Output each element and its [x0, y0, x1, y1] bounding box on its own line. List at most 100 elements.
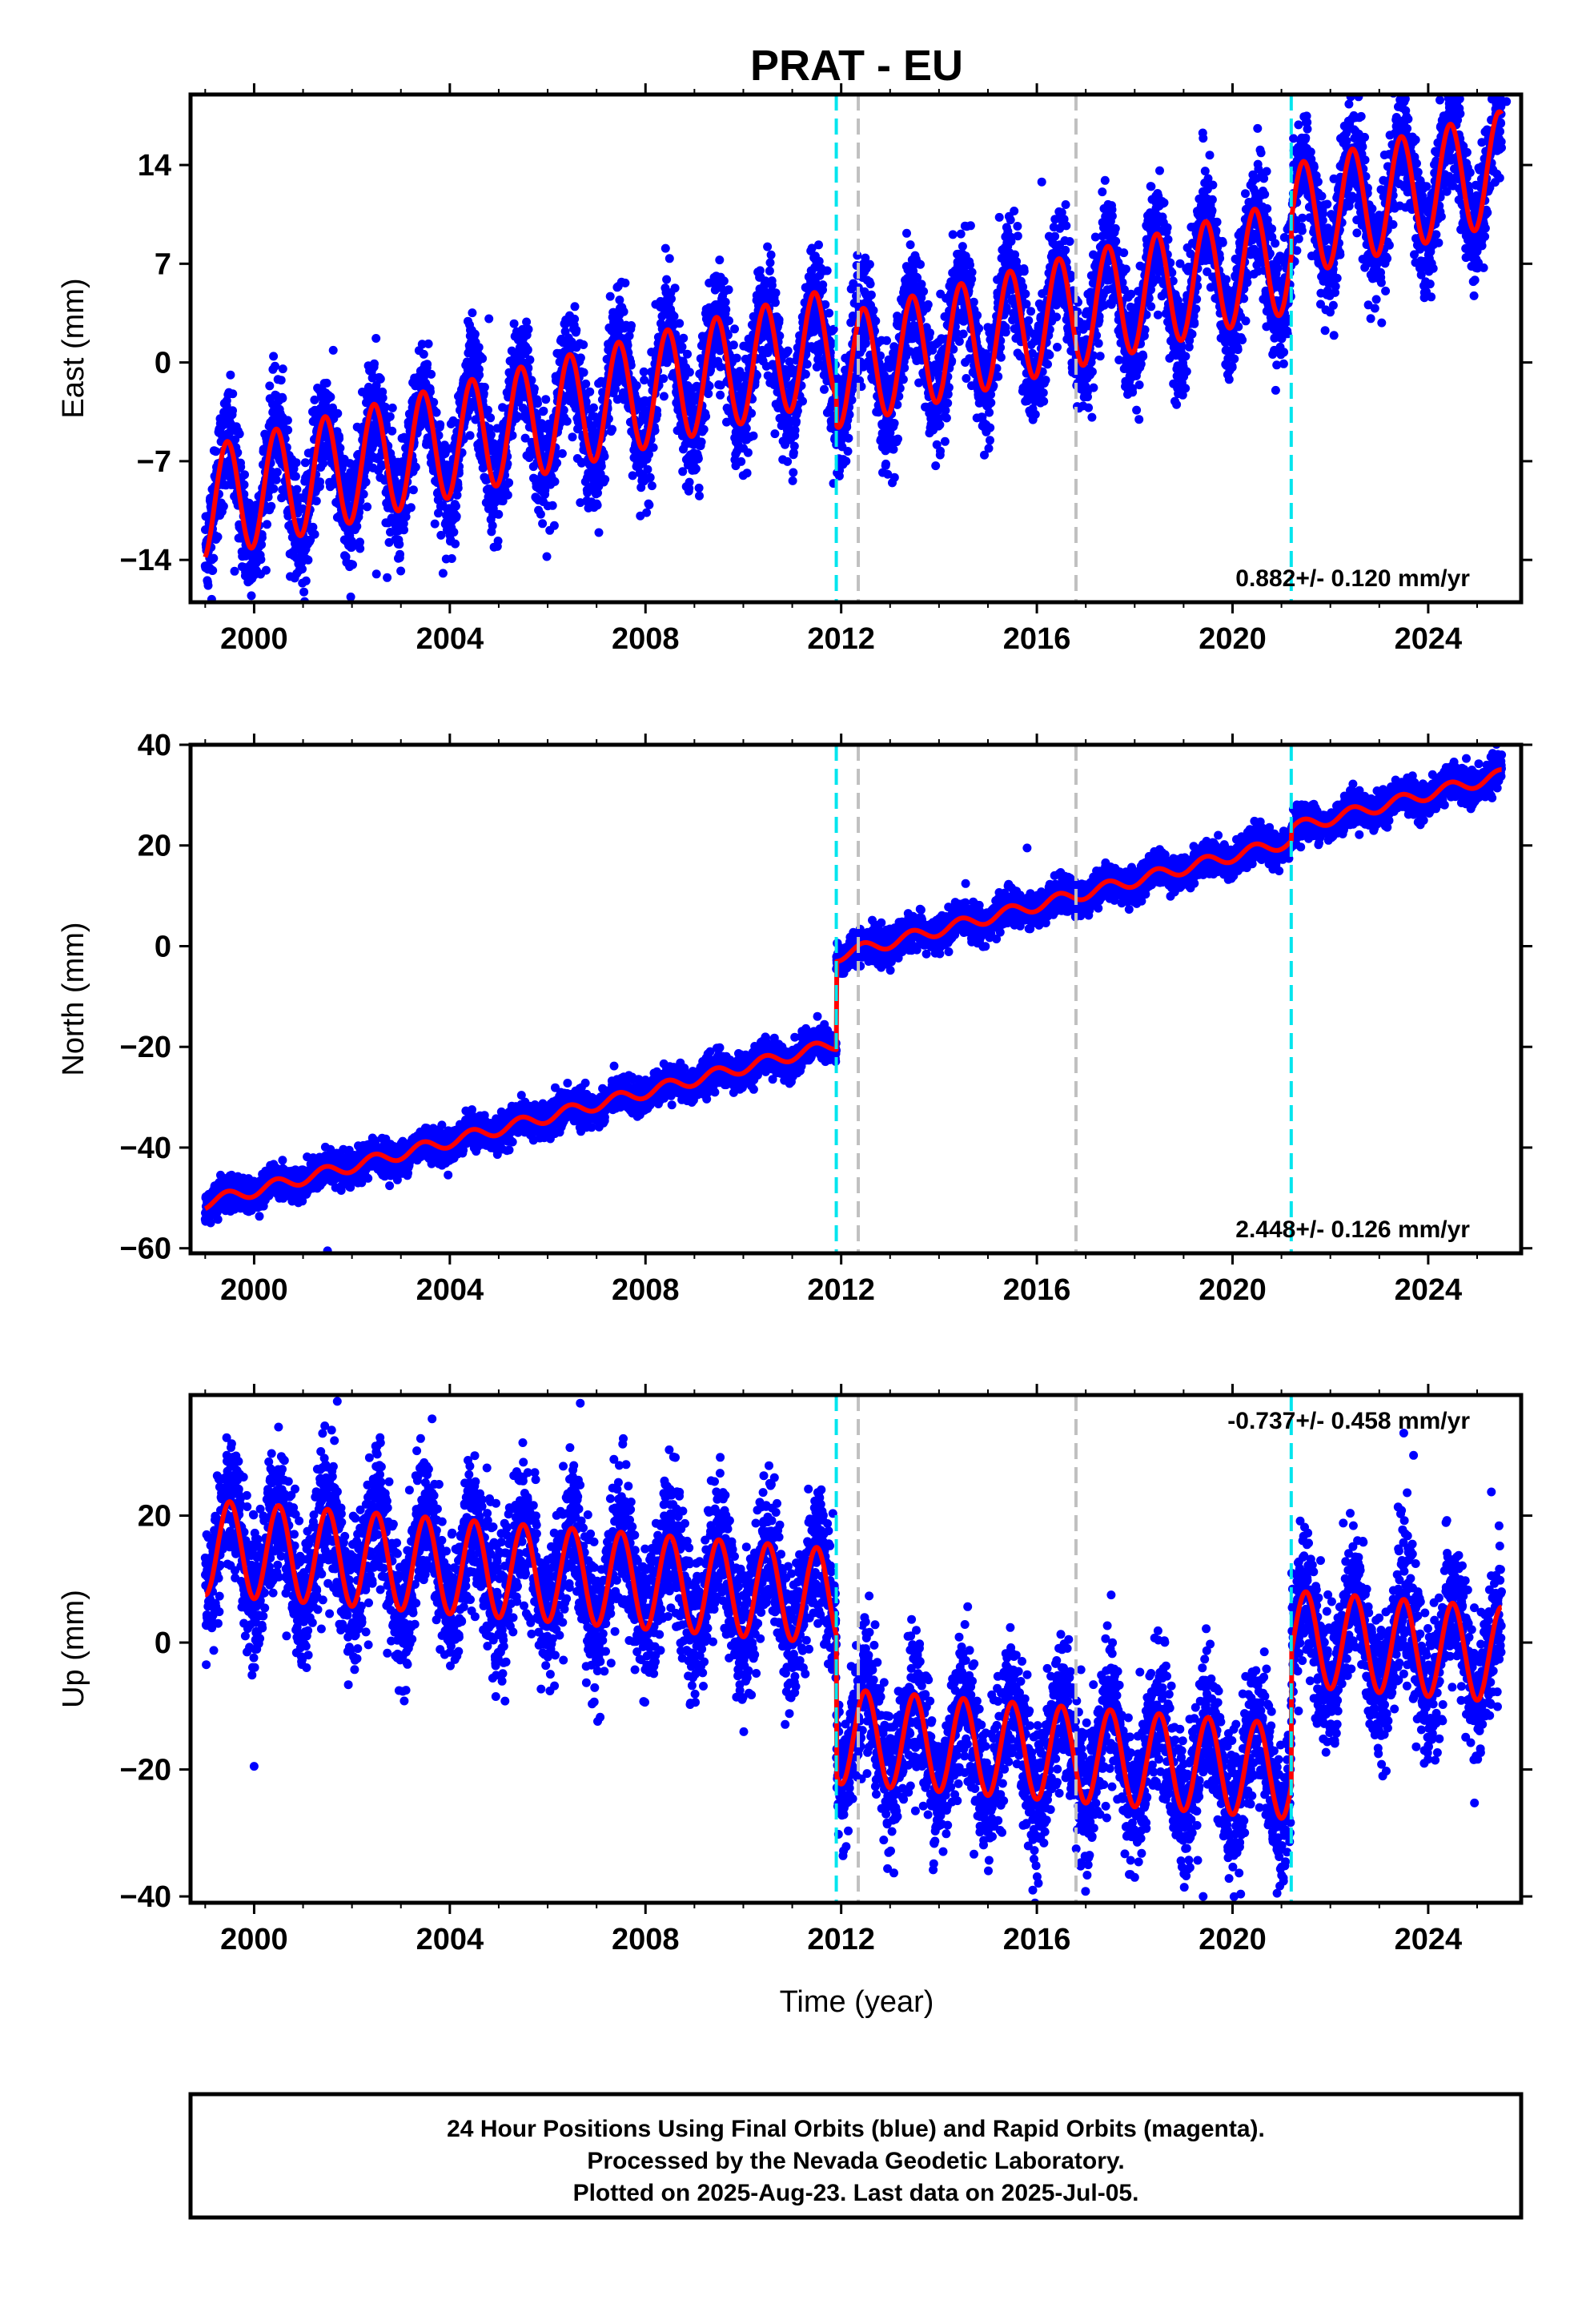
east-point [308, 522, 318, 532]
east-point [619, 307, 628, 316]
east-point [732, 353, 741, 363]
east-point [310, 395, 319, 404]
east-point [871, 316, 881, 326]
east-point [592, 501, 602, 510]
east-point [326, 392, 335, 402]
east-point [548, 501, 557, 510]
east-point [263, 520, 271, 529]
east-point [480, 383, 489, 392]
east-point [627, 321, 636, 330]
east-point [468, 308, 477, 318]
east-point [447, 554, 456, 563]
east-point [529, 384, 539, 393]
east-point [801, 369, 810, 379]
east-point [257, 540, 267, 549]
east-point [228, 389, 238, 399]
east-point [536, 509, 545, 519]
east-point [926, 328, 934, 338]
east-point [271, 475, 281, 485]
east-point [298, 565, 307, 574]
east-point [335, 444, 345, 452]
east-point [453, 484, 463, 493]
east-point [1024, 316, 1034, 325]
east-point [865, 279, 875, 289]
east-point [213, 532, 223, 541]
east-point [452, 512, 461, 521]
east-point [301, 576, 311, 585]
east-point [525, 355, 535, 364]
east-point [767, 280, 777, 290]
east-point [716, 390, 725, 400]
east-point [549, 521, 559, 530]
east-point [665, 254, 674, 263]
east-point [699, 424, 709, 434]
east-point [211, 447, 221, 456]
east-point [572, 325, 581, 335]
east-point [522, 317, 532, 327]
east-point [662, 275, 672, 284]
east-point [954, 336, 964, 346]
east-point [889, 419, 899, 428]
east-point [484, 405, 492, 415]
east-point [470, 329, 480, 339]
east-panel: 2000 2004 2008 2012 2016 2020 2024−14−70714Eas… [57, 83, 1532, 656]
east-point [570, 302, 580, 312]
east-point [742, 468, 752, 478]
east-point [900, 363, 909, 372]
east-point [966, 221, 975, 231]
east-point [359, 489, 368, 499]
east-point [348, 560, 357, 569]
east-point [493, 537, 503, 545]
east-point [509, 319, 519, 328]
east-point [1021, 289, 1030, 299]
east-point [424, 339, 433, 348]
east-point [737, 456, 746, 466]
east-point [943, 398, 953, 408]
east-point [247, 591, 256, 601]
east-point [594, 528, 604, 537]
east-point [675, 319, 685, 328]
east-point [919, 287, 929, 296]
east-point [944, 383, 954, 392]
east-point [494, 509, 504, 519]
east-point [542, 552, 552, 561]
east-point [377, 460, 387, 469]
east-point [701, 412, 711, 421]
east-point [766, 250, 776, 259]
east-point [475, 370, 484, 380]
east-point [669, 312, 679, 321]
east-point [1052, 312, 1062, 322]
east-point [291, 472, 300, 481]
east-point [228, 406, 237, 416]
east-point [478, 354, 488, 364]
east-point [486, 413, 496, 423]
east-point [557, 448, 567, 458]
east-point [1006, 215, 1015, 225]
east-point [600, 475, 610, 485]
east-point [986, 436, 994, 445]
east-point [798, 396, 807, 406]
east-point [898, 375, 908, 384]
east-point [1038, 388, 1048, 397]
east-point [550, 476, 560, 486]
east-point [770, 298, 780, 308]
east-point [962, 374, 971, 383]
east-point [1039, 396, 1049, 406]
east-point [789, 441, 799, 451]
east-point [430, 519, 440, 529]
east-point [436, 530, 446, 540]
east-point [730, 324, 739, 334]
east-point [235, 429, 244, 439]
east-point [659, 392, 669, 401]
east-point [335, 434, 344, 444]
east-point [729, 340, 738, 350]
east-point [889, 444, 898, 454]
east-point [375, 374, 385, 384]
east-point [986, 398, 996, 408]
east-point [562, 416, 572, 426]
east-point [936, 446, 945, 456]
east-point [643, 464, 652, 474]
east-point [203, 581, 213, 590]
east-point [743, 448, 753, 457]
